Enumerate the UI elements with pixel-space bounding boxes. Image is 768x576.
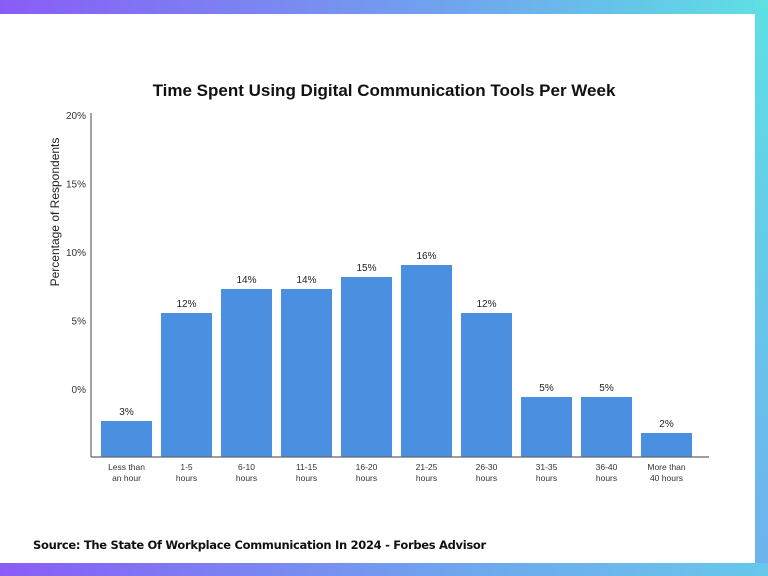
y-tick-label: 20% — [66, 111, 86, 122]
x-tick-label: 11-15 hours — [296, 462, 317, 483]
bar — [401, 265, 452, 457]
data-label: 3% — [119, 407, 134, 418]
chart-title: Time Spent Using Digital Communication T… — [152, 81, 616, 100]
x-tick-label: 36-40 hours — [596, 462, 618, 483]
x-tick-label: More than 40 hours — [647, 462, 686, 483]
data-label: 2% — [659, 419, 674, 430]
y-tick-label: 15% — [66, 180, 86, 191]
bar — [581, 397, 632, 457]
gradient-frame-top — [0, 0, 768, 14]
x-tick-label: 16-20 hours — [356, 462, 378, 483]
data-label: 12% — [176, 299, 196, 310]
x-tick-label: 26-30 hours — [476, 462, 498, 483]
data-label: 14% — [236, 275, 256, 286]
y-tick-label: 0% — [72, 385, 87, 396]
y-tick-label: 10% — [66, 248, 86, 259]
x-tick-label: Less than an hour — [108, 462, 145, 483]
bar — [161, 313, 212, 457]
data-label: 5% — [599, 383, 614, 394]
x-tick-label: 31-35 hours — [536, 462, 558, 483]
data-label: 14% — [296, 275, 316, 286]
x-tick-label: 1-5 hours — [176, 462, 197, 483]
data-label: 15% — [356, 263, 376, 274]
bar — [341, 277, 392, 457]
bar — [521, 397, 572, 457]
data-label: 5% — [539, 383, 554, 394]
bar — [221, 289, 272, 457]
x-tick-label: 6-10 hours — [236, 462, 257, 483]
y-tick-label: 5% — [72, 317, 87, 328]
bar — [281, 289, 332, 457]
data-label: 12% — [476, 299, 496, 310]
bar — [461, 313, 512, 457]
bar — [101, 421, 152, 457]
data-label: 16% — [416, 251, 436, 262]
source-note: Source: The State Of Workplace Communica… — [33, 538, 486, 552]
bar — [641, 433, 692, 457]
gradient-frame-bottom — [0, 563, 768, 576]
x-tick-label: 21-25 hours — [416, 462, 438, 483]
gradient-frame-right — [755, 0, 768, 576]
y-axis-label: Percentage of Respondents — [48, 138, 62, 287]
